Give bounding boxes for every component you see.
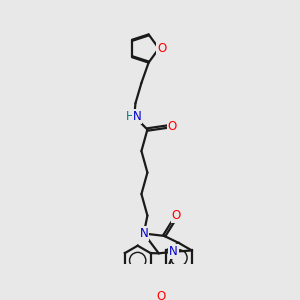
Text: N: N — [169, 245, 178, 258]
Text: H: H — [126, 110, 134, 123]
Text: O: O — [172, 208, 181, 222]
Text: O: O — [157, 42, 166, 55]
Text: O: O — [157, 290, 166, 300]
Text: O: O — [168, 120, 177, 133]
Text: N: N — [140, 227, 148, 240]
Text: N: N — [133, 110, 142, 123]
